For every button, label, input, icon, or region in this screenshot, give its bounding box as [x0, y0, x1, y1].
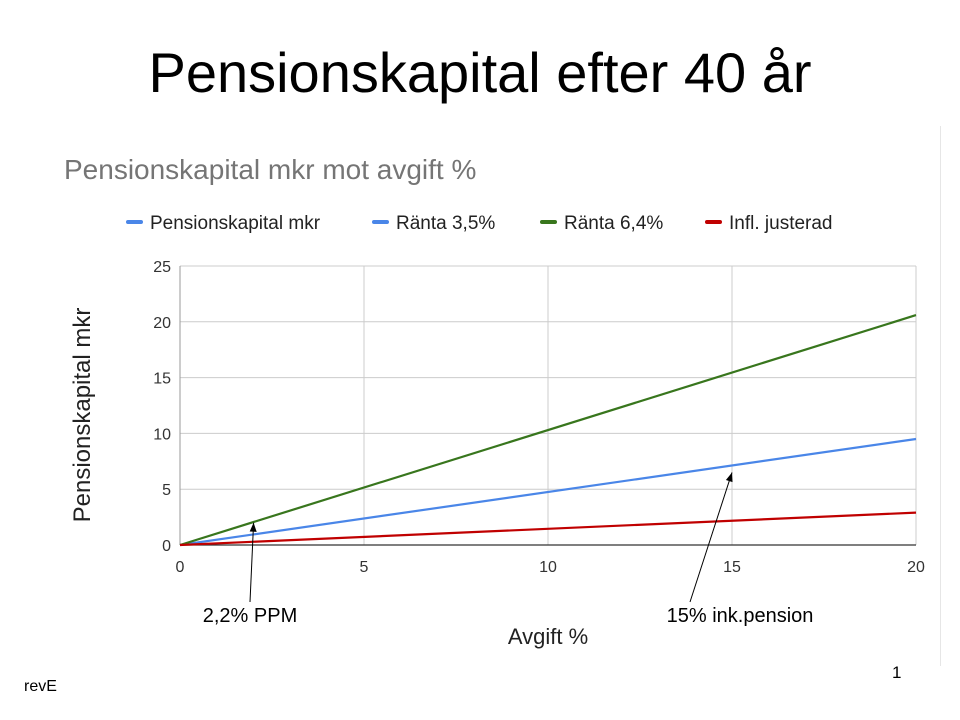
y-tick-label: 20 — [153, 315, 171, 332]
x-tick-label: 5 — [360, 559, 369, 576]
chart-gridlines — [180, 265, 917, 545]
chart-tick-labels: 0 5 10 15 20 25 0 5 10 15 20 — [153, 259, 925, 576]
annotation-arrow-line — [249, 522, 255, 603]
annotation-arrowhead — [725, 472, 733, 483]
page-number: 1 — [892, 663, 902, 682]
annotation-label: 15% ink.pension — [667, 605, 814, 627]
legend-entry: Ränta 3,5% — [372, 213, 495, 234]
annotation-arrow-line — [689, 472, 733, 603]
legend-label: Ränta 6,4% — [564, 213, 663, 234]
revision-label: revE — [24, 678, 57, 695]
slide-title: Pensionskapital efter 40 år — [148, 41, 812, 104]
chart-legend: Pensionskapital mkr Ränta 3,5% Ränta 6,4% I… — [126, 213, 833, 234]
chart-annotations: 2,2% PPM 15% ink.pension — [203, 472, 814, 627]
y-tick-label: 0 — [162, 538, 171, 555]
series-line — [179, 314, 917, 547]
annotation-label: 2,2% PPM — [203, 605, 297, 627]
x-tick-label: 20 — [907, 559, 925, 576]
x-tick-label: 0 — [176, 559, 185, 576]
legend-label: Pensionskapital mkr — [150, 213, 321, 234]
x-tick-label: 10 — [539, 559, 557, 576]
y-tick-label: 25 — [153, 259, 171, 276]
chart-axes — [179, 266, 916, 546]
y-axis-label: Pensionskapital mkr — [69, 308, 96, 523]
y-tick-label: 10 — [153, 426, 171, 443]
legend-entry: Ränta 6,4% — [540, 213, 663, 234]
series-line — [179, 511, 917, 547]
annotation-arrowhead — [249, 522, 257, 532]
chart-title: Pensionskapital mkr mot avgift % — [64, 154, 476, 185]
y-tick-label: 15 — [153, 371, 171, 388]
chart-series — [179, 314, 917, 547]
annotation: 2,2% PPM — [203, 522, 297, 627]
y-tick-label: 5 — [162, 482, 171, 499]
chart-frame-border — [940, 126, 941, 666]
annotation: 15% ink.pension — [667, 472, 814, 627]
series-line — [179, 437, 917, 547]
legend-entry: Pensionskapital mkr — [126, 213, 321, 234]
legend-label: Ränta 3,5% — [396, 213, 495, 234]
legend-entry: Infl. justerad — [705, 213, 833, 234]
legend-label: Infl. justerad — [729, 213, 833, 234]
x-axis-label: Avgift % — [508, 624, 588, 649]
x-tick-label: 15 — [723, 559, 741, 576]
